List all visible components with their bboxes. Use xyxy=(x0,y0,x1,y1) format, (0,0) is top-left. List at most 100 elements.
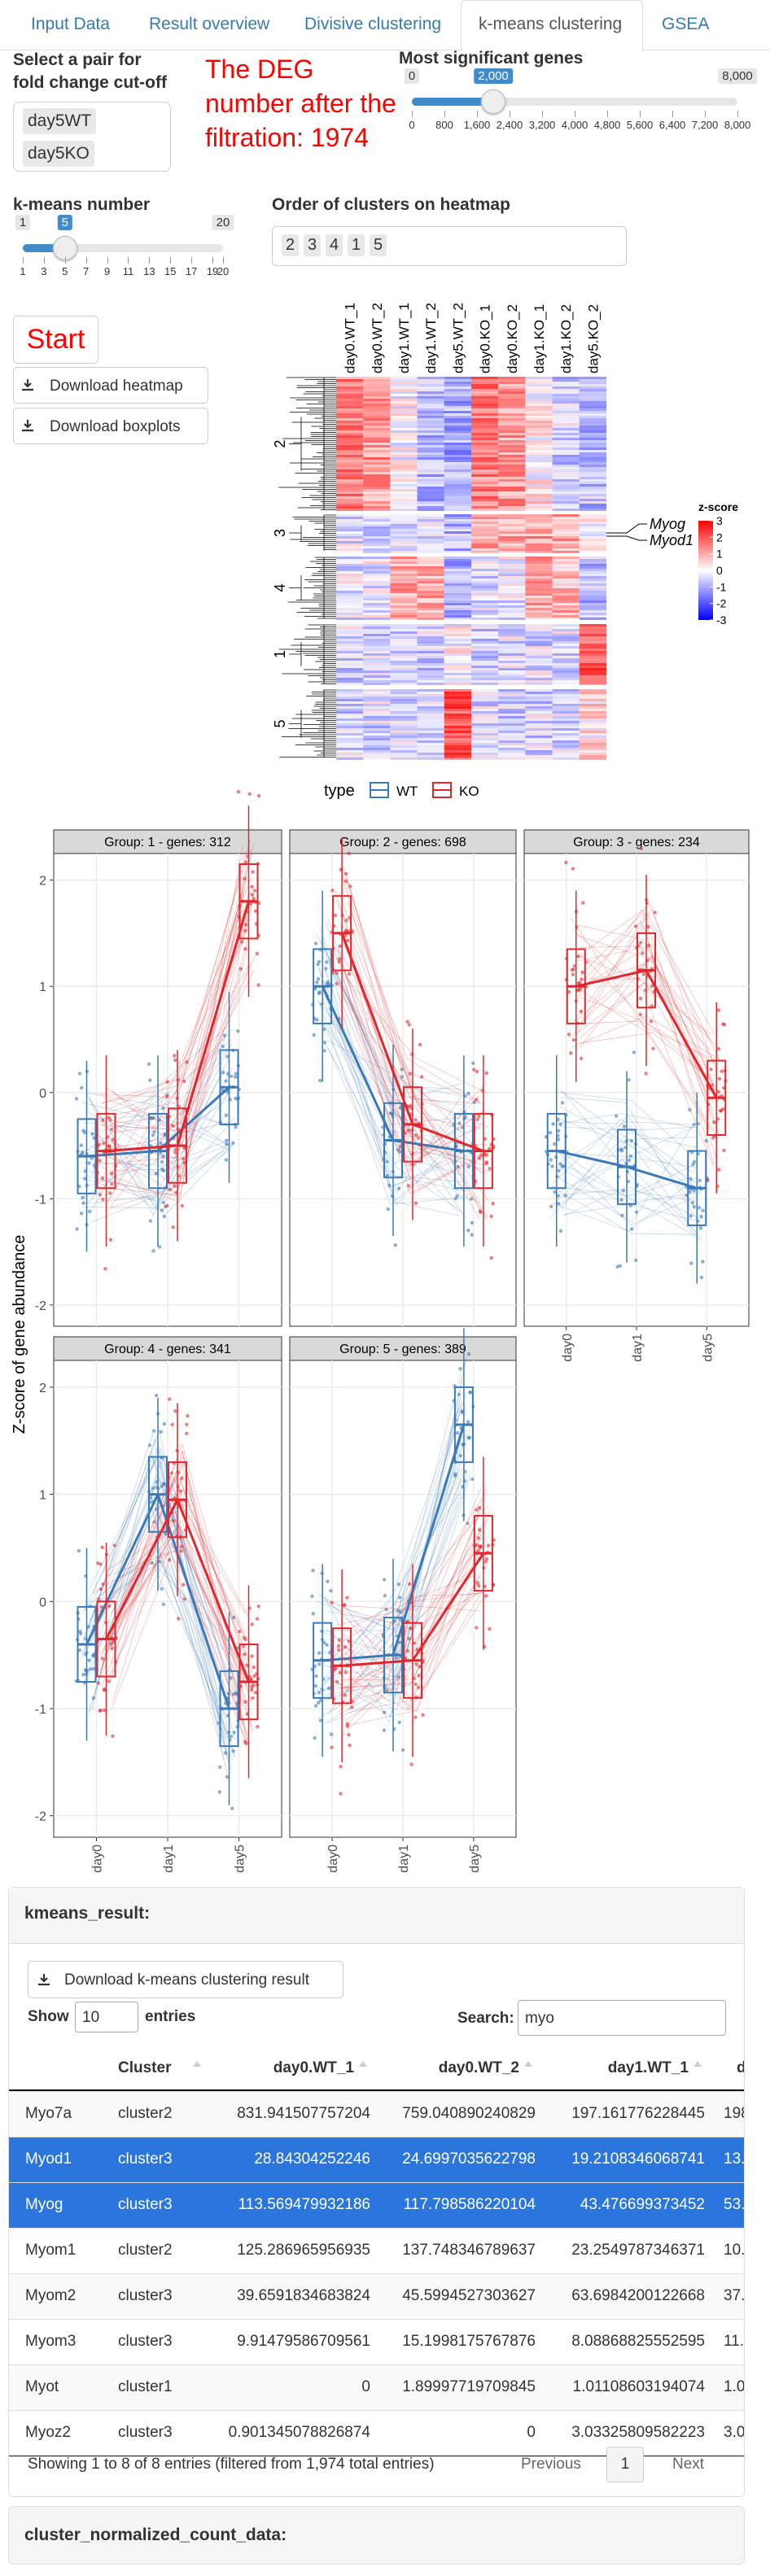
heatmap-texture xyxy=(498,389,526,391)
heatmap-texture xyxy=(417,753,444,755)
trajectory xyxy=(335,899,490,1203)
order-box[interactable] xyxy=(272,226,627,266)
search-label: Search: xyxy=(457,2010,514,2027)
heatmap-texture xyxy=(498,404,526,406)
select-option[interactable]: day5KO xyxy=(23,141,94,167)
table-header[interactable]: Cluster xyxy=(118,2059,172,2076)
heatmap-texture xyxy=(525,541,553,544)
tab[interactable]: Result overview xyxy=(149,15,270,33)
heatmap-texture xyxy=(552,544,580,546)
heatmap-texture xyxy=(471,704,499,706)
download-button[interactable]: Download boxplots xyxy=(13,408,208,444)
trend-line xyxy=(575,968,718,1099)
heatmap-texture xyxy=(525,728,553,731)
order-item[interactable]: 2 xyxy=(282,234,300,256)
heatmap-column-label: day0.WT_1 xyxy=(343,303,358,373)
jitter-dot xyxy=(620,1213,624,1218)
select-box[interactable] xyxy=(13,102,171,172)
order-item[interactable]: 5 xyxy=(370,234,387,256)
heatmap-texture xyxy=(444,598,471,600)
heatmap-texture xyxy=(525,610,553,613)
heatmap-texture xyxy=(336,605,364,608)
page-size-select[interactable]: 10 xyxy=(75,2002,138,2032)
jitter-dot xyxy=(161,1155,165,1159)
table-header[interactable]: day1.WT_1 xyxy=(607,2059,689,2076)
jitter-dot xyxy=(313,1683,318,1688)
jitter-dot xyxy=(463,1115,468,1119)
select-option[interactable]: day5WT xyxy=(23,108,97,134)
y-tick-label: -1 xyxy=(35,1193,46,1207)
heatmap-texture xyxy=(552,389,580,391)
jitter-dot xyxy=(420,1075,424,1079)
start-button[interactable]: Start xyxy=(13,316,98,364)
table-row[interactable] xyxy=(9,2319,744,2364)
table-row[interactable] xyxy=(9,2228,744,2273)
heatmap-texture xyxy=(336,716,364,718)
heatmap-texture xyxy=(444,479,471,482)
heatmap-texture xyxy=(552,435,580,438)
heatmap-texture xyxy=(417,699,444,701)
slider-tick-label: 800 xyxy=(435,119,453,131)
trajectory xyxy=(320,941,462,1090)
heatmap-texture xyxy=(498,524,526,526)
table-row[interactable] xyxy=(9,2182,744,2228)
tab[interactable]: k-means clustering xyxy=(479,15,623,33)
heatmap-texture xyxy=(552,524,580,526)
table-header[interactable]: day0.WT_2 xyxy=(438,2059,519,2076)
search-input[interactable]: myo xyxy=(518,2000,726,2036)
heatmap-texture xyxy=(336,559,364,561)
heatmap-texture xyxy=(471,460,499,462)
heatmap-texture xyxy=(444,721,471,723)
heatmap-texture xyxy=(471,482,499,484)
table-row[interactable] xyxy=(9,2273,744,2319)
jitter-dot xyxy=(458,1453,462,1458)
legend-tick-label: -1 xyxy=(716,580,727,593)
tab[interactable]: GSEA xyxy=(662,15,710,33)
download-button[interactable]: Download heatmap xyxy=(13,367,208,404)
heatmap-texture xyxy=(444,406,471,408)
heatmap-texture xyxy=(552,450,580,452)
heatmap-texture xyxy=(444,661,471,663)
pager-current[interactable]: 1 xyxy=(606,2447,644,2482)
heatmap-texture xyxy=(363,753,391,755)
table-row[interactable] xyxy=(9,2364,744,2410)
jitter-dot xyxy=(716,1008,721,1012)
pager-prev[interactable]: Previous xyxy=(521,2456,581,2473)
heatmap-texture xyxy=(363,435,391,438)
table-header[interactable]: day0.WT_1 xyxy=(273,2059,354,2076)
order-item[interactable]: 4 xyxy=(326,234,343,256)
heatmap-texture xyxy=(552,474,580,477)
heatmap-texture xyxy=(525,559,553,561)
heatmap-texture xyxy=(363,740,391,743)
download-button[interactable]: Download k-means clustering result xyxy=(28,1961,343,1998)
jitter-dot xyxy=(475,1117,479,1122)
heatmap-texture xyxy=(471,610,499,613)
heatmap-texture xyxy=(579,576,606,579)
table-cell: 3.069 xyxy=(724,2424,744,2441)
order-item[interactable]: 1 xyxy=(348,234,365,256)
pager-next[interactable]: Next xyxy=(672,2456,705,2473)
order-item[interactable]: 3 xyxy=(304,234,322,256)
heatmap-texture xyxy=(390,736,418,738)
heatmap-texture xyxy=(498,613,526,615)
heatmap-texture xyxy=(579,536,606,539)
table-row[interactable] xyxy=(9,2091,744,2137)
heatmap-texture xyxy=(417,661,444,663)
table-header[interactable]: d xyxy=(737,2059,744,2076)
tab[interactable]: Input Data xyxy=(31,15,110,33)
tab[interactable]: Divisive clustering xyxy=(304,15,442,33)
heatmap-texture xyxy=(579,539,606,541)
heatmap-texture xyxy=(390,506,418,509)
heatmap-texture xyxy=(390,534,418,536)
heatmap-texture xyxy=(444,544,471,546)
jitter-dot xyxy=(154,1393,159,1398)
heatmap-texture xyxy=(498,721,526,723)
trajectory xyxy=(82,1043,231,1163)
heatmap-texture xyxy=(444,404,471,406)
slider-handle[interactable] xyxy=(52,236,77,260)
slider-handle[interactable] xyxy=(481,90,505,114)
table-row[interactable] xyxy=(9,2137,744,2182)
heatmap-texture xyxy=(498,569,526,571)
trajectory xyxy=(336,1503,484,1611)
slider-chip: 8,000 xyxy=(718,68,757,84)
